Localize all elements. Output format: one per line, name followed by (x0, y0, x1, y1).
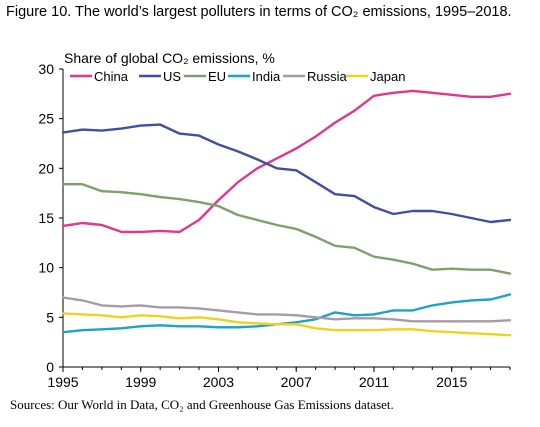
y-tick-label: 10 (38, 260, 54, 276)
y-tick-label: 5 (46, 309, 54, 325)
series-line-china (61, 89, 512, 234)
x-tick-label: 1995 (47, 374, 78, 390)
legend-label-japan: Japan (370, 69, 405, 84)
y-tick-label: 20 (38, 160, 54, 176)
x-tick-label: 2007 (281, 374, 312, 390)
series-line-us (61, 123, 512, 224)
figure-title: Figure 10. The world’s largest polluters… (6, 4, 512, 20)
chart-axes: 0 5 10 15 20 25 30 1995 1999 2003 2007 2011 2015 (38, 61, 511, 390)
x-tick-label: 2003 (203, 374, 234, 390)
y-tick-label: 0 (46, 359, 54, 375)
legend-label-us: US (163, 69, 181, 84)
chart-series (61, 89, 512, 337)
legend-label-eu: EU (208, 69, 226, 84)
legend-label-russia: Russia (307, 69, 348, 84)
series-line-russia (61, 296, 512, 323)
series-line-japan (61, 312, 512, 337)
y-tick-label: 30 (38, 61, 54, 77)
series-line-eu (61, 182, 512, 275)
y-tick-label: 15 (38, 210, 54, 226)
sources-note: Sources: Our World in Data, CO₂ and Gree… (10, 397, 394, 412)
series-line-india (61, 293, 512, 334)
y-tick-label: 25 (38, 111, 54, 127)
chart-legend: China US EU India Russia Japan (70, 69, 405, 84)
legend-label-india: India (252, 69, 281, 84)
x-tick-label: 2015 (436, 374, 467, 390)
y-axis-label: Share of global CO₂ emissions, % (64, 50, 275, 66)
x-tick-label: 1999 (125, 374, 156, 390)
x-tick-label: 2011 (359, 374, 389, 390)
legend-label-china: China (94, 69, 129, 84)
